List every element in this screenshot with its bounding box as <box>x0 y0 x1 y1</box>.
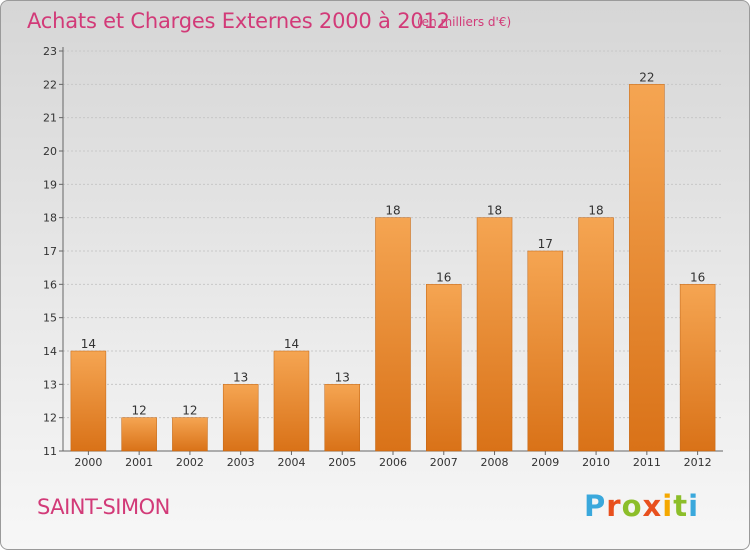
bar <box>70 350 107 452</box>
bar <box>679 284 716 452</box>
data-label: 17 <box>538 237 553 251</box>
data-label: 13 <box>233 370 248 384</box>
y-tick-label: 20 <box>43 145 57 158</box>
bar <box>324 384 360 452</box>
data-label: 16 <box>690 270 705 284</box>
proxiti-logo: Proxiti <box>584 489 699 523</box>
x-tick-label: 2003 <box>227 456 255 469</box>
data-label: 22 <box>639 70 654 84</box>
labels: 14 12 12 13 14 13 18 16 18 17 18 22 16 <box>81 70 706 417</box>
y-tick-label: 16 <box>43 278 57 291</box>
x-tick-label: 2011 <box>633 456 661 469</box>
y-tick-label: 13 <box>43 378 57 391</box>
x-tick-label: 2002 <box>176 456 204 469</box>
x-tick-label: 2008 <box>481 456 509 469</box>
logo-letter: i <box>662 489 674 523</box>
data-label: 13 <box>335 370 350 384</box>
data-label: 14 <box>284 337 299 351</box>
bar <box>121 417 157 452</box>
y-tick-label: 11 <box>43 445 57 458</box>
bar <box>527 250 564 452</box>
chart-title: Achats et Charges Externes 2000 à 2012 <box>27 9 450 33</box>
data-label: 18 <box>588 204 603 218</box>
y-tick-label: 18 <box>43 212 57 225</box>
data-label: 12 <box>132 404 147 418</box>
chart-subtitle: (en milliers d'€) <box>417 15 512 29</box>
x-tick-label: 2006 <box>379 456 407 469</box>
x-tick-label: 2004 <box>277 456 305 469</box>
x-tick-label: 2005 <box>328 456 356 469</box>
y-tick-label: 12 <box>43 412 57 425</box>
y-tick-label: 17 <box>43 245 57 258</box>
bar <box>222 384 259 452</box>
logo-letter: i <box>688 489 700 523</box>
bar <box>375 217 411 452</box>
logo-letter: o <box>621 489 643 523</box>
x-tick-label: 2010 <box>582 456 610 469</box>
y-tick-label: 22 <box>43 78 57 91</box>
x-tick-label: 2009 <box>531 456 559 469</box>
data-label: 18 <box>487 204 502 218</box>
data-label: 18 <box>385 204 400 218</box>
x-tick-label: 2007 <box>430 456 458 469</box>
y-tick-label: 19 <box>43 178 57 191</box>
bar <box>476 217 513 452</box>
data-label: 16 <box>436 270 451 284</box>
y-tick-label: 14 <box>43 345 57 358</box>
bar <box>629 84 665 452</box>
bar <box>172 417 208 452</box>
logo-letter: t <box>673 489 689 523</box>
logo-letter: x <box>642 489 663 523</box>
x-tick-label: 2000 <box>74 456 102 469</box>
logo-letter: r <box>606 489 622 523</box>
y-tick-label: 15 <box>43 312 57 325</box>
bars <box>70 84 716 452</box>
location-name: SAINT-SIMON <box>37 495 170 519</box>
x-tick-label: 2012 <box>684 456 712 469</box>
x-tick-label: 2001 <box>125 456 153 469</box>
y-tick-label: 23 <box>43 45 57 58</box>
data-label: 14 <box>81 337 96 351</box>
y-tick-label: 21 <box>43 112 57 125</box>
data-label: 12 <box>182 404 197 418</box>
logo-letter: P <box>584 489 607 523</box>
bar <box>273 350 310 452</box>
bar <box>578 217 614 452</box>
bar <box>426 284 462 452</box>
